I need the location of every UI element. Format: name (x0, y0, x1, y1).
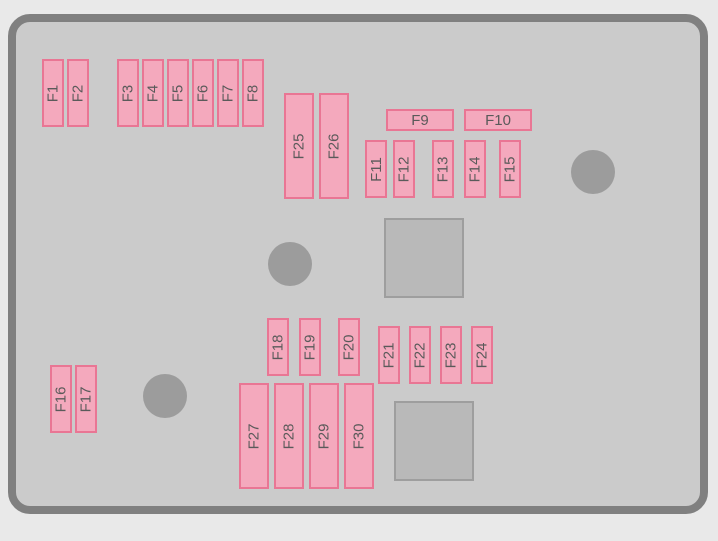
fuse-f5: F5 (167, 59, 189, 127)
fuse-f28: F28 (274, 383, 304, 489)
fuse-label: F18 (270, 334, 287, 360)
fuse-label: F12 (396, 156, 413, 182)
fuse-label: F2 (69, 84, 86, 102)
fuse-label: F16 (53, 386, 70, 412)
fuse-f12: F12 (393, 140, 415, 198)
fuse-f11: F11 (365, 140, 387, 198)
fuse-f3: F3 (117, 59, 139, 127)
fuse-f2: F2 (67, 59, 89, 127)
fuse-label: F20 (341, 334, 358, 360)
fuse-label: F3 (119, 84, 136, 102)
fuse-label: F24 (474, 342, 491, 368)
fuse-label: F13 (435, 156, 452, 182)
fuse-f15: F15 (499, 140, 521, 198)
fuse-f27: F27 (239, 383, 269, 489)
fuse-label: F1 (44, 84, 61, 102)
fuse-label: F7 (219, 84, 236, 102)
relay-slot (384, 218, 464, 298)
fuse-label: F29 (315, 423, 332, 449)
fuse-f17: F17 (75, 365, 97, 433)
relay-slot (394, 401, 474, 481)
fuse-f10: F10 (464, 109, 532, 131)
fuse-f26: F26 (319, 93, 349, 199)
fuse-f14: F14 (464, 140, 486, 198)
mount-hole (143, 374, 187, 418)
fuse-f23: F23 (440, 326, 462, 384)
fuse-f30: F30 (344, 383, 374, 489)
fuse-f20: F20 (338, 318, 360, 376)
mount-hole (268, 242, 312, 286)
fuse-label: F22 (412, 342, 429, 368)
fuse-label: F21 (381, 342, 398, 368)
fuse-f29: F29 (309, 383, 339, 489)
fuse-f18: F18 (267, 318, 289, 376)
fuse-f24: F24 (471, 326, 493, 384)
fuse-f16: F16 (50, 365, 72, 433)
fuse-label: F17 (78, 386, 95, 412)
fuse-f13: F13 (432, 140, 454, 198)
fuse-f25: F25 (284, 93, 314, 199)
mount-hole (571, 150, 615, 194)
fuse-label: F25 (290, 133, 307, 159)
fuse-label: F15 (502, 156, 519, 182)
fuse-f8: F8 (242, 59, 264, 127)
fuse-f21: F21 (378, 326, 400, 384)
fuse-f22: F22 (409, 326, 431, 384)
fuse-label: F10 (485, 112, 511, 129)
fuse-label: F28 (280, 423, 297, 449)
fuse-label: F11 (368, 157, 385, 182)
fuse-label: F5 (169, 84, 186, 102)
fuse-f1: F1 (42, 59, 64, 127)
fuse-label: F19 (302, 334, 319, 360)
fuse-label: F4 (144, 84, 161, 102)
fuse-f7: F7 (217, 59, 239, 127)
fuse-label: F6 (194, 84, 211, 102)
fuse-f9: F9 (386, 109, 454, 131)
fuse-f6: F6 (192, 59, 214, 127)
fuse-label: F8 (244, 84, 261, 102)
fuse-label: F14 (467, 156, 484, 182)
fuse-label: F26 (325, 133, 342, 159)
fuse-label: F30 (350, 423, 367, 449)
fuse-label: F23 (443, 342, 460, 368)
fuse-label: F9 (411, 112, 429, 129)
fuse-f4: F4 (142, 59, 164, 127)
fuse-f19: F19 (299, 318, 321, 376)
fuse-label: F27 (245, 423, 262, 449)
